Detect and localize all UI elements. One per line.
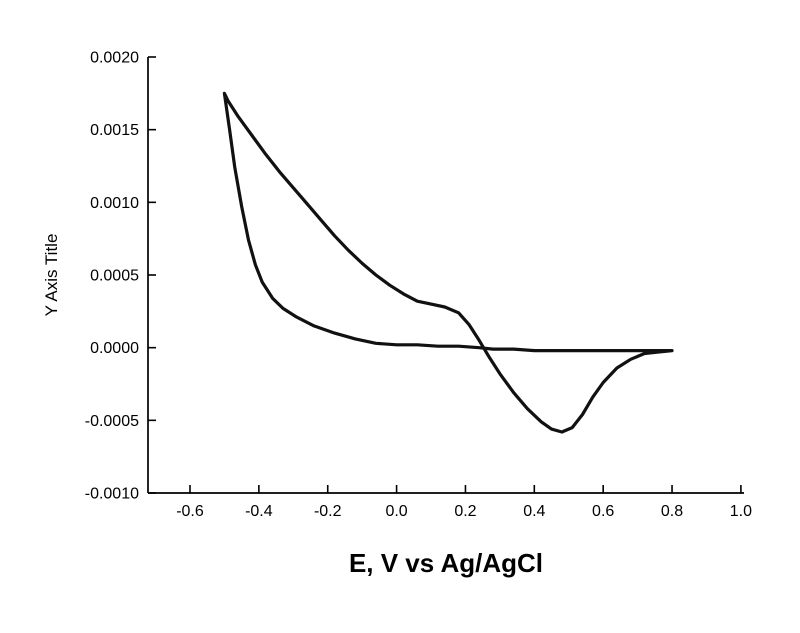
y-tick-label: 0.0015 — [90, 122, 139, 139]
cv-curve — [222, 91, 674, 434]
x-tick-label: -0.6 — [176, 503, 204, 520]
y-axis-title: Y Axis Title — [42, 234, 61, 317]
x-tick-label: -0.4 — [245, 503, 273, 520]
x-tick-label: 1.0 — [730, 503, 752, 520]
x-tick-label: -0.2 — [314, 503, 342, 520]
x-tick-label: 0.8 — [661, 503, 683, 520]
x-tick-label: 0.6 — [592, 503, 614, 520]
x-axis-title: E, V vs Ag/AgCl — [349, 548, 543, 578]
x-tick-label: 0.2 — [454, 503, 476, 520]
y-tick-label: 0.0005 — [90, 268, 139, 285]
y-tick-label: -0.0010 — [85, 486, 139, 503]
x-tick-label: 0.4 — [523, 503, 545, 520]
x-tick-label: 0.0 — [385, 503, 407, 520]
y-tick-label: 0.0000 — [90, 340, 139, 357]
y-tick-label: 0.0010 — [90, 195, 139, 212]
y-tick-label: -0.0005 — [85, 413, 139, 430]
y-tick-label: 0.0020 — [90, 50, 139, 67]
